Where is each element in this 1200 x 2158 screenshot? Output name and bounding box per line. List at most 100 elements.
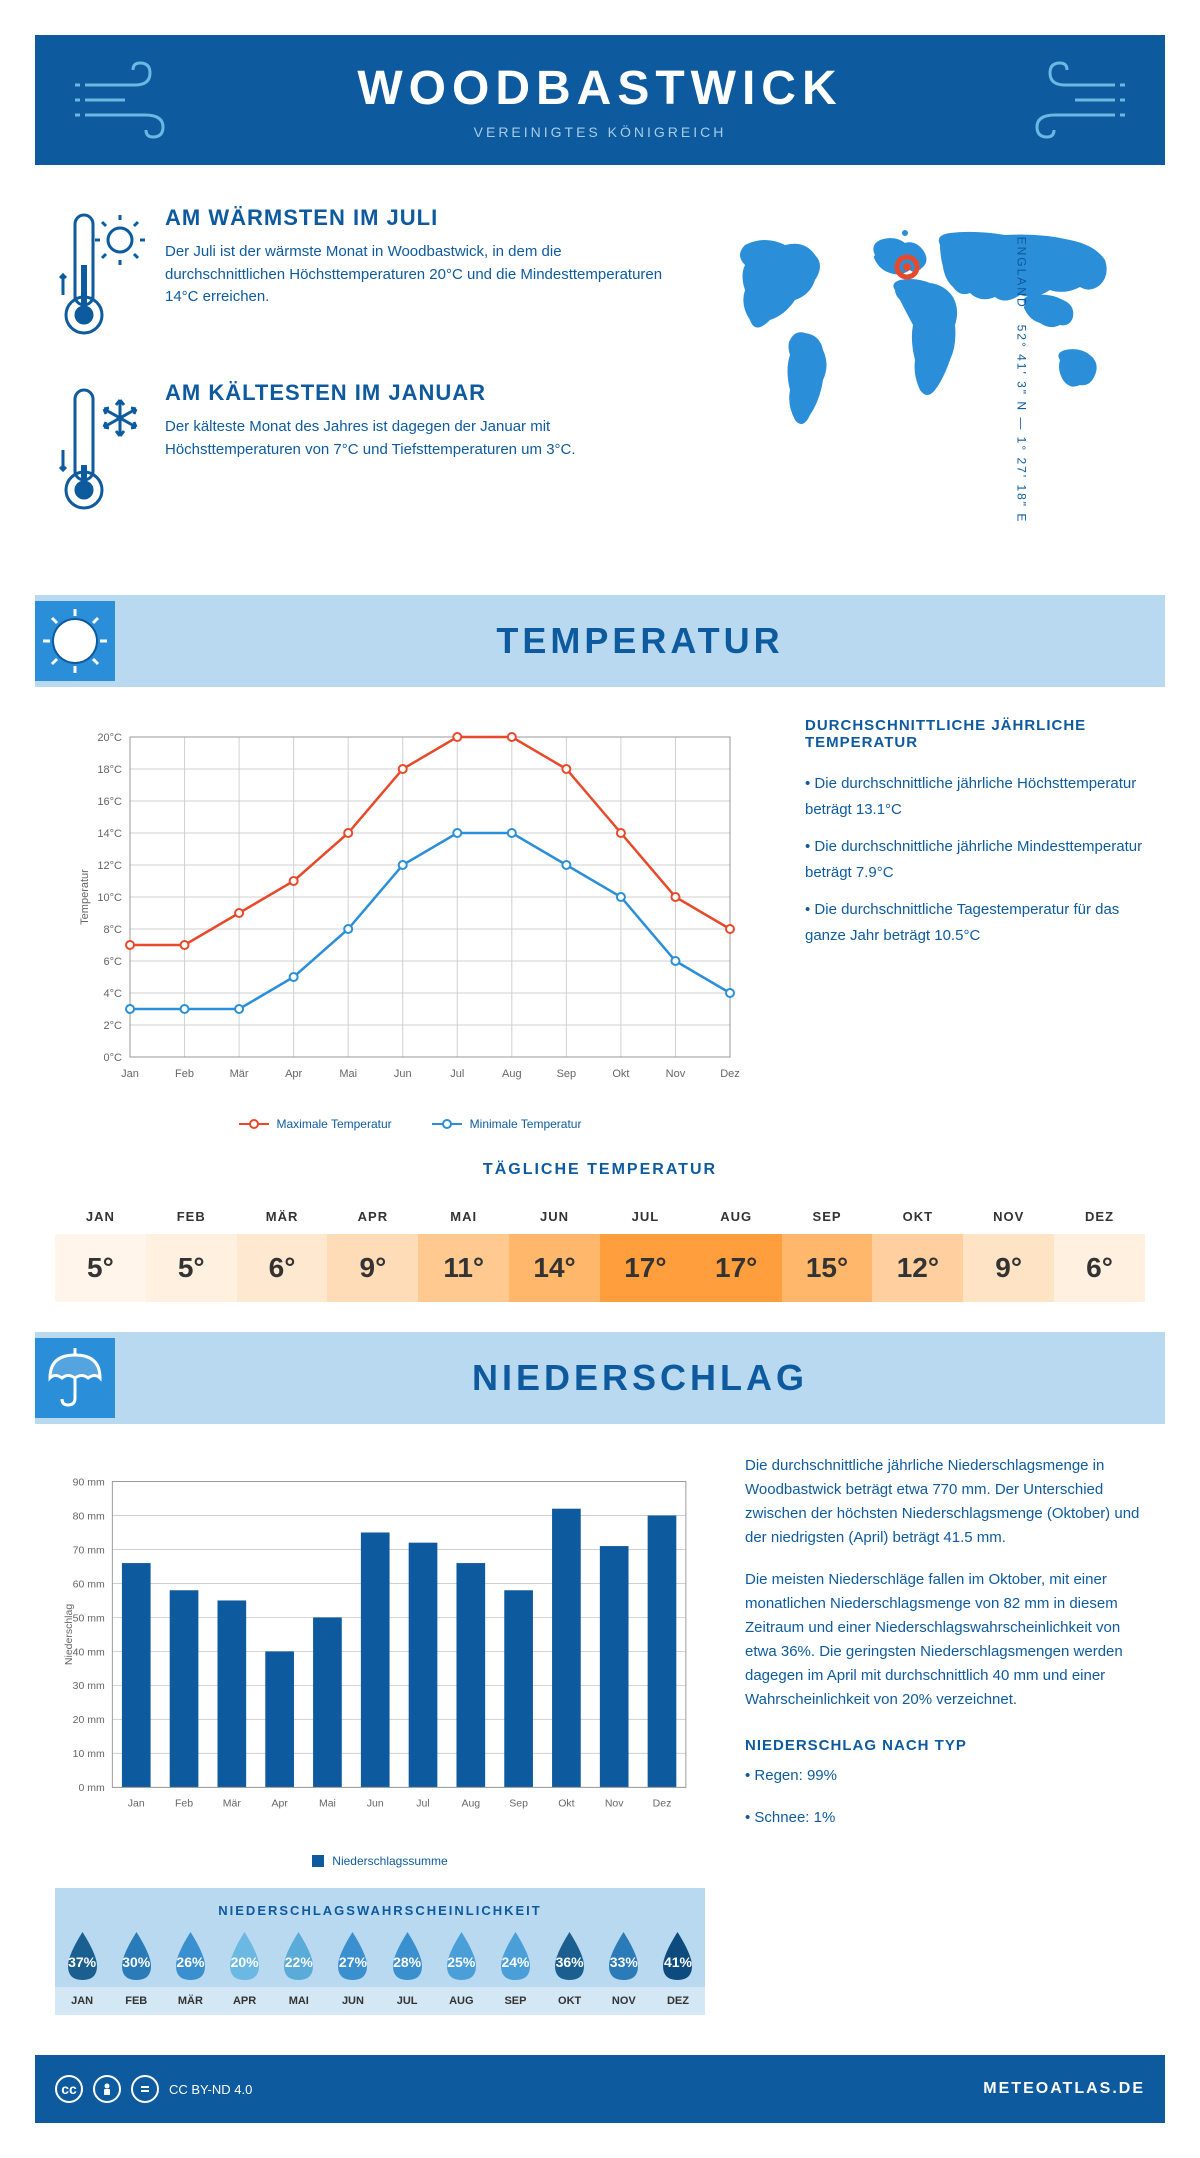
prob-cell: 26%MÄR bbox=[163, 1930, 217, 2015]
svg-text:Sep: Sep bbox=[509, 1798, 528, 1810]
fact-warm-text: Der Juli ist der wärmste Monat in Woodba… bbox=[165, 241, 665, 309]
svg-text:Nov: Nov bbox=[666, 1068, 686, 1080]
prob-cell: 25%AUG bbox=[434, 1930, 488, 2015]
svg-text:60 mm: 60 mm bbox=[73, 1578, 105, 1590]
svg-text:18°C: 18°C bbox=[97, 764, 122, 776]
footer: cc CC BY-ND 4.0 METEOATLAS.DE bbox=[35, 2055, 1165, 2123]
svg-text:Jun: Jun bbox=[394, 1068, 412, 1080]
precipitation-info: Die durchschnittliche jährliche Niedersc… bbox=[745, 1454, 1145, 2015]
precipitation-section-header: NIEDERSCHLAG bbox=[35, 1332, 1165, 1424]
svg-text:12°C: 12°C bbox=[97, 860, 122, 872]
svg-text:Feb: Feb bbox=[175, 1068, 194, 1080]
temperature-line-chart: 0°C 2°C 4°C 6°C 8°C 10°C 12°C 14°C 16°C 18°C 20°C J… bbox=[55, 717, 765, 1097]
svg-text:8°C: 8°C bbox=[104, 924, 123, 936]
svg-text:Mär: Mär bbox=[223, 1798, 242, 1810]
fact-cold-text: Der kälteste Monat des Jahres ist dagege… bbox=[165, 416, 665, 461]
svg-text:Apr: Apr bbox=[271, 1798, 288, 1810]
svg-text:Aug: Aug bbox=[502, 1068, 522, 1080]
daily-temp-cell: JUL17° bbox=[600, 1199, 691, 1302]
prob-cell: 20%APR bbox=[218, 1930, 272, 2015]
svg-text:4°C: 4°C bbox=[104, 988, 123, 1000]
daily-temp-cell: MAI11° bbox=[418, 1199, 509, 1302]
svg-text:Dez: Dez bbox=[720, 1068, 740, 1080]
svg-text:16°C: 16°C bbox=[97, 796, 122, 808]
svg-text:0 mm: 0 mm bbox=[78, 1782, 105, 1794]
svg-text:Feb: Feb bbox=[175, 1798, 193, 1810]
wind-icon-right bbox=[1005, 55, 1125, 145]
svg-text:0°C: 0°C bbox=[104, 1052, 123, 1064]
svg-text:20°C: 20°C bbox=[97, 732, 122, 744]
daily-temp-cell: APR9° bbox=[327, 1199, 418, 1302]
prob-cell: 22%MAI bbox=[272, 1930, 326, 2015]
header-banner: WOODBASTWICK VEREINIGTES KÖNIGREICH bbox=[35, 35, 1165, 165]
prob-cell: 24%SEP bbox=[488, 1930, 542, 2015]
svg-text:Jan: Jan bbox=[128, 1798, 145, 1810]
daily-temp-cell: DEZ6° bbox=[1054, 1199, 1145, 1302]
prob-cell: 37%JAN bbox=[55, 1930, 109, 2015]
svg-text:Mai: Mai bbox=[319, 1798, 336, 1810]
svg-text:30 mm: 30 mm bbox=[73, 1680, 105, 1692]
svg-text:80 mm: 80 mm bbox=[73, 1510, 105, 1522]
coordinates: ENGLAND 52° 41' 3" N — 1° 27' 18" E bbox=[1015, 237, 1029, 524]
daily-temp-cell: NOV9° bbox=[963, 1199, 1054, 1302]
page-title: WOODBASTWICK bbox=[195, 61, 1005, 116]
svg-text:Mär: Mär bbox=[230, 1068, 249, 1080]
prob-cell: 41%DEZ bbox=[651, 1930, 705, 2015]
svg-text:Sep: Sep bbox=[557, 1068, 577, 1080]
daily-temp-cell: FEB5° bbox=[146, 1199, 237, 1302]
temperature-section-header: TEMPERATUR bbox=[35, 595, 1165, 687]
fact-cold-title: AM KÄLTESTEN IM JANUAR bbox=[165, 380, 665, 406]
prob-cell: 27%JUN bbox=[326, 1930, 380, 2015]
svg-text:Okt: Okt bbox=[612, 1068, 629, 1080]
svg-text:Niederschlag: Niederschlag bbox=[63, 1604, 75, 1665]
by-icon bbox=[93, 2075, 121, 2103]
svg-text:10°C: 10°C bbox=[97, 892, 122, 904]
temp-chart-legend: .legend-line[style*='e8492a']::after{bor… bbox=[55, 1117, 765, 1131]
daily-temp-cell: JUN14° bbox=[509, 1199, 600, 1302]
svg-text:Apr: Apr bbox=[285, 1068, 302, 1080]
daily-temp-cell: AUG17° bbox=[691, 1199, 782, 1302]
page-subtitle: VEREINIGTES KÖNIGREICH bbox=[195, 124, 1005, 140]
svg-text:50 mm: 50 mm bbox=[73, 1612, 105, 1624]
fact-coldest: AM KÄLTESTEN IM JANUAR Der kälteste Mona… bbox=[55, 380, 665, 525]
svg-text:2°C: 2°C bbox=[104, 1020, 123, 1032]
svg-text:Jan: Jan bbox=[121, 1068, 139, 1080]
svg-text:40 mm: 40 mm bbox=[73, 1646, 105, 1658]
daily-temp-cell: SEP15° bbox=[782, 1199, 873, 1302]
prob-cell: 33%NOV bbox=[597, 1930, 651, 2015]
infographic-page: WOODBASTWICK VEREINIGTES KÖNIGREICH AM W… bbox=[0, 0, 1200, 2158]
svg-text:Temperatur: Temperatur bbox=[79, 869, 91, 925]
svg-text:70 mm: 70 mm bbox=[73, 1544, 105, 1556]
temperature-title: TEMPERATUR bbox=[140, 620, 1140, 662]
sun-icon bbox=[35, 601, 115, 681]
svg-text:Jul: Jul bbox=[416, 1798, 429, 1810]
svg-text:20 mm: 20 mm bbox=[73, 1714, 105, 1726]
precip-chart-legend: Niederschlagssumme bbox=[55, 1854, 705, 1868]
prob-cell: 30%FEB bbox=[109, 1930, 163, 2015]
fact-warm-title: AM WÄRMSTEN IM JULI bbox=[165, 205, 665, 231]
svg-text:Jul: Jul bbox=[450, 1068, 464, 1080]
brand: METEOATLAS.DE bbox=[983, 2080, 1145, 2098]
prob-cell: 28%JUL bbox=[380, 1930, 434, 2015]
daily-temp-cell: JAN5° bbox=[55, 1199, 146, 1302]
daily-temperature: TÄGLICHE TEMPERATUR JAN5°FEB5°MÄR6°APR9°… bbox=[35, 1131, 1165, 1332]
svg-text:6°C: 6°C bbox=[104, 956, 123, 968]
temperature-info: DURCHSCHNITTLICHE JÄHRLICHE TEMPERATUR •… bbox=[805, 717, 1145, 1131]
umbrella-icon bbox=[35, 1338, 115, 1418]
nd-icon bbox=[131, 2075, 159, 2103]
daily-temp-cell: MÄR6° bbox=[237, 1199, 328, 1302]
world-map bbox=[695, 205, 1145, 465]
svg-text:Dez: Dez bbox=[653, 1798, 672, 1810]
precipitation-probability: NIEDERSCHLAGSWAHRSCHEINLICHKEIT 37%JAN30… bbox=[55, 1888, 705, 2015]
svg-text:14°C: 14°C bbox=[97, 828, 122, 840]
daily-temp-cell: OKT12° bbox=[872, 1199, 963, 1302]
prob-cell: 36%OKT bbox=[543, 1930, 597, 2015]
svg-text:Mai: Mai bbox=[339, 1068, 357, 1080]
svg-text:10 mm: 10 mm bbox=[73, 1748, 105, 1760]
license: cc CC BY-ND 4.0 bbox=[55, 2075, 252, 2103]
wind-icon-left bbox=[75, 55, 195, 145]
svg-text:90 mm: 90 mm bbox=[73, 1476, 105, 1488]
svg-text:Nov: Nov bbox=[605, 1798, 624, 1810]
fact-warmest: AM WÄRMSTEN IM JULI Der Juli ist der wär… bbox=[55, 205, 665, 350]
svg-text:Aug: Aug bbox=[461, 1798, 480, 1810]
